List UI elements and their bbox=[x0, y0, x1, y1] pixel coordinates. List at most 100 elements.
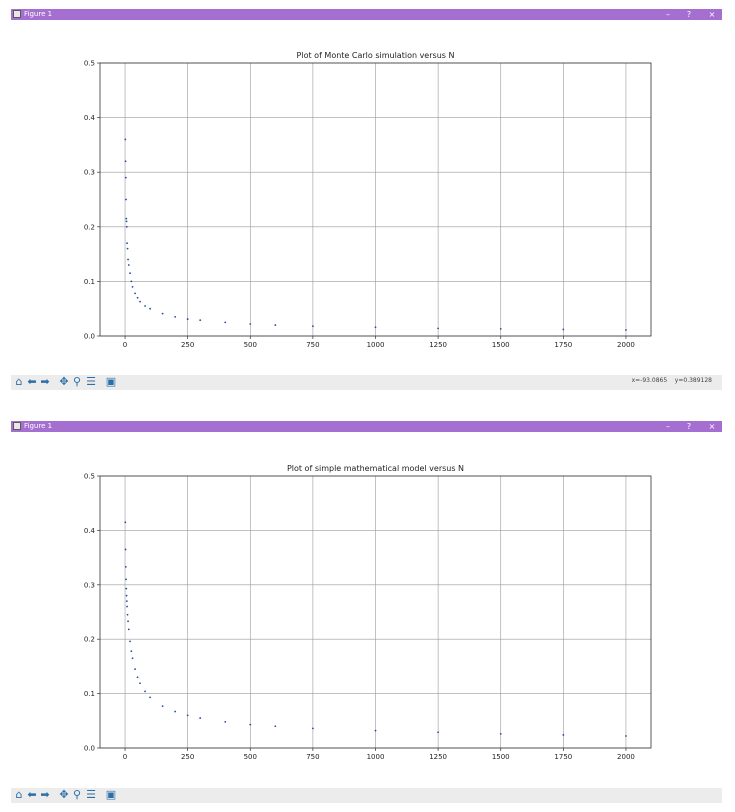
data-point bbox=[199, 319, 202, 322]
data-point bbox=[134, 292, 136, 295]
pan-icon[interactable]: ✥ bbox=[59, 375, 69, 388]
figure-canvas[interactable]: Plot of simple mathematical model versus… bbox=[11, 432, 722, 788]
data-point bbox=[129, 272, 131, 275]
data-point bbox=[311, 727, 314, 730]
data-point bbox=[499, 732, 502, 735]
data-point bbox=[186, 318, 189, 320]
y-tick-label: 0.0 bbox=[84, 745, 95, 753]
data-point bbox=[374, 729, 377, 732]
minimize-button[interactable]: – bbox=[666, 422, 670, 431]
close-button[interactable]: × bbox=[708, 10, 716, 19]
save-icon[interactable]: ▣ bbox=[105, 788, 117, 801]
data-point bbox=[125, 594, 128, 597]
data-point bbox=[186, 714, 189, 717]
data-point bbox=[149, 696, 151, 699]
coordinates-readout: x=-93.0865 y=0.389128 bbox=[631, 377, 712, 384]
data-point bbox=[274, 324, 277, 326]
home-icon[interactable]: ⌂ bbox=[15, 788, 23, 801]
x-tick-label: 1750 bbox=[554, 341, 572, 349]
data-point bbox=[127, 628, 130, 631]
data-point bbox=[136, 676, 139, 679]
y-tick-label: 0.1 bbox=[84, 278, 95, 286]
home-icon[interactable]: ⌂ bbox=[15, 375, 23, 388]
data-point bbox=[249, 323, 252, 325]
data-point bbox=[139, 300, 141, 303]
help-button[interactable]: ? bbox=[686, 422, 692, 431]
title-bar[interactable]: Figure 1 – ? × bbox=[11, 9, 722, 20]
y-tick-label: 0.3 bbox=[84, 169, 95, 177]
back-icon[interactable]: ⬅ bbox=[27, 375, 37, 388]
data-point bbox=[562, 734, 565, 736]
x-tick-label: 2000 bbox=[617, 341, 635, 349]
data-point bbox=[129, 640, 131, 643]
data-point bbox=[249, 723, 252, 726]
data-point bbox=[125, 198, 127, 201]
y-tick-label: 0.2 bbox=[84, 636, 95, 644]
y-tick-label: 0.5 bbox=[84, 473, 95, 481]
data-point bbox=[161, 312, 164, 315]
close-button[interactable]: × bbox=[708, 422, 716, 431]
back-icon[interactable]: ⬅ bbox=[27, 788, 37, 801]
configure-icon[interactable]: ☰ bbox=[86, 788, 96, 801]
data-point bbox=[139, 682, 141, 685]
pan-icon[interactable]: ✥ bbox=[59, 788, 69, 801]
x-tick-label: 0 bbox=[123, 341, 127, 349]
data-point bbox=[131, 657, 134, 660]
data-point bbox=[125, 587, 128, 590]
x-tick-label: 1000 bbox=[367, 753, 385, 761]
data-point bbox=[374, 326, 377, 329]
save-icon[interactable]: ▣ bbox=[105, 375, 117, 388]
data-point bbox=[126, 242, 128, 245]
title-bar[interactable]: Figure 1 – ? × bbox=[11, 421, 722, 432]
data-point bbox=[124, 160, 127, 163]
zoom-icon[interactable]: ⚲ bbox=[72, 788, 82, 801]
data-point bbox=[124, 176, 127, 179]
window-title: Figure 1 bbox=[24, 10, 53, 18]
help-button[interactable]: ? bbox=[686, 10, 692, 19]
x-tick-label: 1500 bbox=[492, 341, 510, 349]
navigation-toolbar: ⌂ ⬅ ➡ ✥ ⚲ ☰ ▣ x=-93.0865 y=0.389128 bbox=[11, 375, 722, 390]
x-tick-label: 0 bbox=[123, 753, 127, 761]
window-title: Figure 1 bbox=[24, 422, 53, 430]
data-point bbox=[127, 264, 130, 266]
y-tick-label: 0.0 bbox=[84, 333, 95, 341]
figure-canvas[interactable]: Plot of Monte Carlo simulation versus N 0… bbox=[11, 20, 722, 374]
navigation-toolbar: ⌂ ⬅ ➡ ✥ ⚲ ☰ ▣ bbox=[11, 788, 722, 803]
data-point bbox=[174, 315, 177, 318]
data-point bbox=[124, 521, 127, 524]
x-tick-label: 1500 bbox=[492, 753, 510, 761]
data-point bbox=[136, 296, 139, 299]
y-tick-label: 0.4 bbox=[84, 114, 96, 122]
x-tick-label: 1250 bbox=[429, 341, 447, 349]
chart: Plot of simple mathematical model versus… bbox=[84, 464, 652, 761]
data-point bbox=[127, 258, 129, 261]
data-point bbox=[125, 225, 128, 228]
data-point bbox=[224, 720, 227, 723]
data-point bbox=[174, 710, 177, 713]
forward-icon[interactable]: ➡ bbox=[40, 375, 50, 388]
figure-window-1: Figure 1 – ? × Plot of Monte Carlo simul… bbox=[11, 9, 722, 391]
data-point bbox=[134, 668, 136, 671]
data-point bbox=[130, 280, 133, 283]
x-tick-label: 1250 bbox=[429, 753, 447, 761]
app-icon bbox=[13, 10, 21, 18]
forward-icon[interactable]: ➡ bbox=[40, 788, 50, 801]
data-point bbox=[437, 731, 440, 734]
data-point bbox=[127, 620, 129, 623]
data-point bbox=[625, 735, 627, 737]
data-point bbox=[125, 578, 127, 581]
x-tick-label: 1000 bbox=[367, 341, 385, 349]
data-point bbox=[144, 305, 146, 307]
data-point bbox=[125, 217, 128, 220]
x-tick-label: 2000 bbox=[617, 753, 635, 761]
x-tick-label: 750 bbox=[306, 753, 319, 761]
minimize-button[interactable]: – bbox=[666, 10, 670, 19]
configure-icon[interactable]: ☰ bbox=[86, 375, 96, 388]
x-tick-label: 500 bbox=[244, 753, 257, 761]
y-tick-label: 0.2 bbox=[84, 223, 95, 231]
data-point bbox=[130, 650, 133, 653]
chart-title: Plot of Monte Carlo simulation versus N bbox=[297, 51, 455, 60]
data-point bbox=[625, 329, 627, 331]
y-tick-label: 0.4 bbox=[84, 527, 96, 535]
zoom-icon[interactable]: ⚲ bbox=[72, 375, 82, 388]
